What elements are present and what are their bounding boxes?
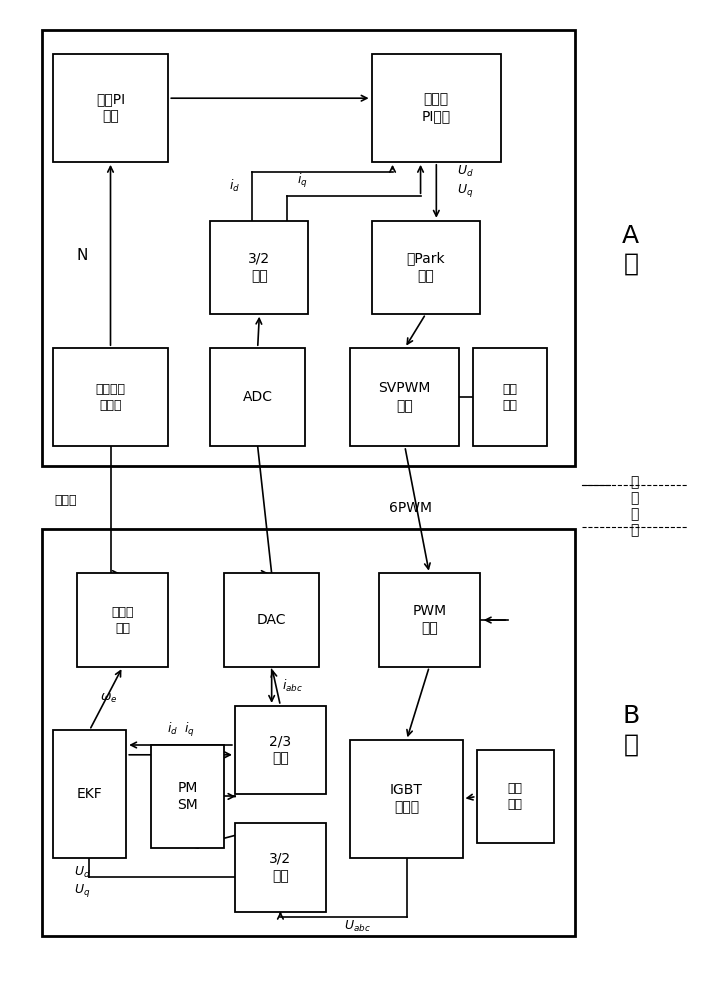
Text: 速度PI
控制: 速度PI 控制 xyxy=(96,92,125,124)
Bar xyxy=(477,750,553,843)
Bar xyxy=(53,348,168,446)
Text: EKF: EKF xyxy=(77,787,102,801)
Bar xyxy=(42,529,575,936)
Text: $U_d$
$U_q$: $U_d$ $U_q$ xyxy=(458,164,474,199)
Bar xyxy=(350,740,463,858)
Bar xyxy=(235,823,326,912)
Text: 同步
脉冲: 同步 脉冲 xyxy=(503,383,518,412)
Text: A
机: A 机 xyxy=(622,224,639,276)
Text: 双闭环
PI控制: 双闭环 PI控制 xyxy=(422,92,451,124)
Text: 正交编码
器输入: 正交编码 器输入 xyxy=(96,383,126,412)
Text: N: N xyxy=(77,247,88,262)
Bar xyxy=(235,706,326,794)
Text: 反Park
变换: 反Park 变换 xyxy=(407,252,445,283)
Text: 6PWM: 6PWM xyxy=(388,501,432,515)
Text: DAC: DAC xyxy=(257,613,287,627)
Bar xyxy=(42,30,575,466)
Bar xyxy=(53,730,127,858)
Text: $i_q$: $i_q$ xyxy=(297,172,308,190)
Text: 母线
电压: 母线 电压 xyxy=(508,782,523,811)
Text: $i_{abc}$: $i_{abc}$ xyxy=(282,678,303,694)
Text: $\omega_e$: $\omega_e$ xyxy=(100,692,117,705)
Bar xyxy=(372,54,501,162)
Text: B
机: B 机 xyxy=(622,704,639,756)
Text: 3/2
变换: 3/2 变换 xyxy=(270,852,292,883)
Bar xyxy=(210,221,308,314)
Text: $i_d$  $i_q$: $i_d$ $i_q$ xyxy=(167,721,194,739)
Text: 2/3
变换: 2/3 变换 xyxy=(270,734,292,766)
Text: $i_d$: $i_d$ xyxy=(230,178,240,194)
Bar xyxy=(350,348,459,446)
Text: 模
拟
信
号: 模 拟 信 号 xyxy=(630,475,638,538)
Bar xyxy=(53,54,168,162)
Text: 双脉冲: 双脉冲 xyxy=(55,493,77,506)
Bar xyxy=(225,573,319,667)
Text: PWM
捕获: PWM 捕获 xyxy=(413,604,446,636)
Bar xyxy=(77,573,168,667)
Text: $U_d$
$U_q$: $U_d$ $U_q$ xyxy=(74,865,91,899)
Text: SVPWM
控制: SVPWM 控制 xyxy=(379,381,431,413)
Text: $U_{abc}$: $U_{abc}$ xyxy=(344,919,371,934)
Bar xyxy=(151,745,225,848)
Text: 3/2
变换: 3/2 变换 xyxy=(248,252,270,283)
Text: ADC: ADC xyxy=(242,390,272,404)
Text: 双脉冲
输出: 双脉冲 输出 xyxy=(112,606,134,635)
Bar xyxy=(210,348,305,446)
Bar xyxy=(372,221,480,314)
Bar xyxy=(378,573,480,667)
Bar xyxy=(473,348,547,446)
Text: PM
SM: PM SM xyxy=(177,781,198,812)
Text: IGBT
逆变桥: IGBT 逆变桥 xyxy=(390,783,423,815)
